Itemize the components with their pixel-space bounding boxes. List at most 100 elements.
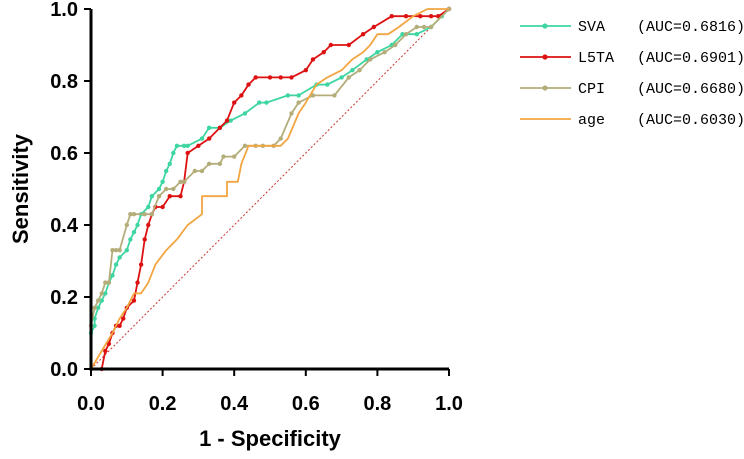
data-point-l5ta: [267, 75, 273, 80]
data-point-cpi: [171, 186, 176, 192]
x-axis-title: 1 - Specificity: [199, 426, 342, 451]
data-point-cpi: [117, 248, 122, 253]
data-point-sva: [339, 75, 344, 80]
x-ticks: 0.0 0.2 0.4 0.6 0.8 1.0: [77, 369, 463, 415]
data-point-l5ta: [206, 136, 212, 141]
data-point-l5ta: [389, 14, 394, 19]
data-point-sva: [92, 323, 97, 328]
data-point-l5ta: [253, 75, 258, 80]
data-point-sva: [103, 291, 108, 296]
y-axis-title: Sensitivity: [8, 133, 33, 244]
data-point-cpi: [357, 68, 362, 73]
data-point-sva: [99, 298, 104, 303]
legend-auc-sva: (AUC=0.6816): [637, 19, 744, 36]
data-point-cpi: [332, 93, 337, 98]
data-point-sva: [296, 93, 301, 98]
data-point-sva: [95, 305, 101, 310]
y-ticks: 0.0 0.2 0.4 0.6 0.8 1.0: [50, 0, 91, 381]
data-point-l5ta: [167, 194, 172, 199]
legend-auc-cpi: (AUC=0.6680): [637, 81, 744, 98]
data-point-cpi: [142, 212, 147, 217]
data-point-cpi: [110, 248, 115, 253]
data-point-sva: [160, 179, 165, 184]
data-point-sva: [135, 222, 140, 228]
data-point-sva: [149, 194, 155, 199]
legend: SVA (AUC=0.6816) L5TA (AUC=0.6901) CPI (AUC=0…: [520, 19, 744, 129]
data-point-l5ta: [117, 323, 122, 328]
data-point-sva: [400, 32, 405, 37]
data-point-l5ta: [185, 150, 190, 156]
data-point-sva: [174, 143, 180, 148]
data-point-sva: [181, 143, 187, 148]
data-point-cpi: [382, 50, 387, 55]
legend-label-l5ta: L5TA: [578, 50, 614, 67]
data-point-sva: [264, 100, 269, 105]
data-point-sva: [325, 82, 330, 87]
series-age: [90, 8, 449, 370]
x-tick-label: 0.2: [149, 393, 177, 415]
data-point-l5ta: [224, 118, 230, 123]
x-tick-label: 0.0: [77, 393, 105, 415]
data-point-cpi: [296, 100, 301, 105]
data-point-sva: [124, 248, 129, 253]
data-point-l5ta: [289, 75, 294, 80]
data-point-l5ta: [418, 14, 423, 19]
legend-item-sva: SVA (AUC=0.6816): [520, 19, 744, 36]
data-point-cpi: [221, 154, 226, 159]
y-tick-label: 0.2: [50, 287, 78, 309]
data-point-l5ta: [146, 222, 151, 228]
data-point-sva: [128, 237, 133, 242]
data-point-l5ta: [428, 14, 434, 19]
data-point-cpi: [99, 291, 104, 296]
data-point-l5ta: [360, 32, 366, 37]
y-tick-label: 0.4: [50, 215, 79, 237]
data-point-cpi: [199, 168, 205, 174]
data-point-sva: [171, 150, 176, 156]
data-point-cpi: [192, 168, 198, 174]
data-point-l5ta: [160, 204, 165, 210]
data-point-sva: [350, 68, 355, 73]
data-point-sva: [113, 262, 119, 267]
data-point-cpi: [310, 93, 316, 98]
data-point-l5ta: [135, 280, 140, 285]
x-tick-label: 0.6: [292, 393, 320, 415]
data-point-l5ta: [239, 93, 244, 98]
data-point-cpi: [113, 248, 119, 253]
data-point-sva: [185, 143, 190, 148]
data-point-cpi: [156, 194, 162, 199]
legend-marker-l5ta: [542, 54, 548, 60]
data-point-l5ta: [328, 42, 334, 48]
data-point-sva: [228, 118, 233, 123]
legend-item-cpi: CPI (AUC=0.6680): [520, 81, 744, 98]
y-tick-label: 1.0: [50, 0, 78, 21]
legend-marker-sva: [542, 23, 548, 29]
x-tick-label: 0.4: [220, 393, 249, 415]
data-point-l5ta: [121, 316, 126, 321]
data-point-l5ta: [436, 14, 441, 19]
data-point-sva: [167, 161, 172, 166]
data-point-l5ta: [142, 237, 147, 242]
legend-label-age: age: [578, 112, 605, 129]
data-point-cpi: [95, 298, 101, 303]
data-point-cpi: [131, 212, 137, 217]
data-point-cpi: [346, 75, 351, 80]
data-point-cpi: [149, 212, 155, 217]
data-point-l5ta: [131, 298, 137, 303]
legend-item-age: age (AUC=0.6030): [520, 112, 744, 129]
data-point-sva: [364, 57, 369, 62]
data-point-l5ta: [196, 143, 201, 148]
data-point-sva: [242, 111, 248, 116]
series-layer: [88, 6, 452, 372]
data-point-cpi: [92, 305, 97, 310]
data-point-sva: [375, 50, 380, 55]
y-tick-label: 0.8: [50, 71, 78, 93]
data-point-l5ta: [403, 14, 409, 19]
data-point-cpi: [163, 186, 169, 192]
series-line-age: [90, 8, 449, 370]
data-point-l5ta: [278, 75, 283, 80]
data-point-cpi: [428, 24, 434, 30]
data-point-cpi: [242, 143, 248, 148]
legend-marker-cpi: [542, 85, 548, 91]
data-point-cpi: [206, 161, 212, 166]
data-point-l5ta: [103, 348, 108, 354]
